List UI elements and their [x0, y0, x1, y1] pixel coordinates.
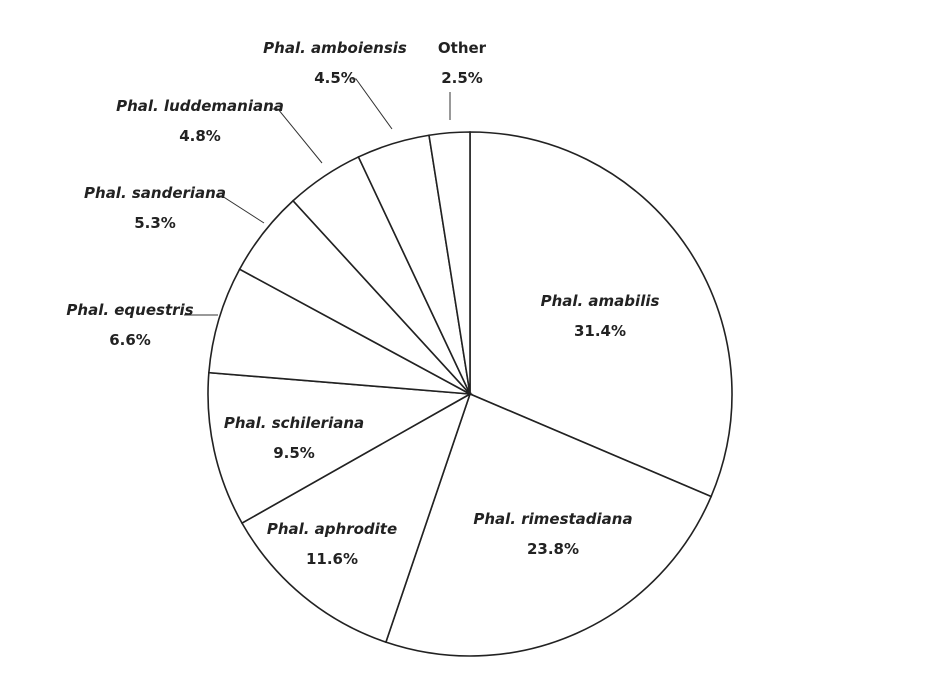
- slice-label-phal-sanderiana: Phal. sanderiana: [84, 184, 226, 202]
- slice-label-phal-aphrodite: Phal. aphrodite: [267, 520, 397, 538]
- pie-slice-phal-amabilis: [469, 131, 733, 498]
- pie-slice-phal-aphrodite: [240, 392, 472, 644]
- leader-lines: [184, 78, 451, 316]
- slice-label-phal-rimestadiana: Phal. rimestadiana: [473, 510, 632, 528]
- slice-label-phal-luddemaniana: Phal. luddemaniana: [116, 97, 284, 115]
- slice-value-phal-rimestadiana: 23.8%: [527, 540, 579, 558]
- slice-label-phal-equestris: Phal. equestris: [66, 301, 193, 319]
- leader-line-phal-sanderiana: [216, 195, 265, 224]
- pie-slices: [207, 131, 733, 657]
- slice-value-phal-equestris: 6.6%: [109, 331, 151, 349]
- slice-label-other: Other: [438, 39, 487, 57]
- slice-value-phal-amboiensis: 4.5%: [314, 69, 356, 87]
- slice-labels: Phal. amabilis 31.4% Phal. rimestadiana 23.…: [66, 39, 659, 568]
- pie-slice-phal-rimestadiana: [384, 392, 713, 657]
- leader-line-phal-amboiensis: [352, 78, 393, 130]
- pie-slice-phal-equestris: [208, 268, 471, 395]
- slice-label-phal-amabilis: Phal. amabilis: [541, 292, 660, 310]
- slice-value-other: 2.5%: [441, 69, 483, 87]
- slice-label-phal-schileriana: Phal. schileriana: [224, 414, 364, 432]
- slice-value-phal-aphrodite: 11.6%: [306, 550, 358, 568]
- pie-slice-other: [428, 131, 471, 395]
- leader-line-phal-luddemaniana: [272, 108, 323, 164]
- slice-value-phal-luddemaniana: 4.8%: [179, 127, 221, 145]
- slice-label-phal-amboiensis: Phal. amboiensis: [263, 39, 407, 57]
- slice-value-phal-sanderiana: 5.3%: [134, 214, 176, 232]
- pie-slice-phal-schileriana: [207, 371, 473, 525]
- slice-value-phal-schileriana: 9.5%: [273, 444, 315, 462]
- slice-value-phal-amabilis: 31.4%: [574, 322, 626, 340]
